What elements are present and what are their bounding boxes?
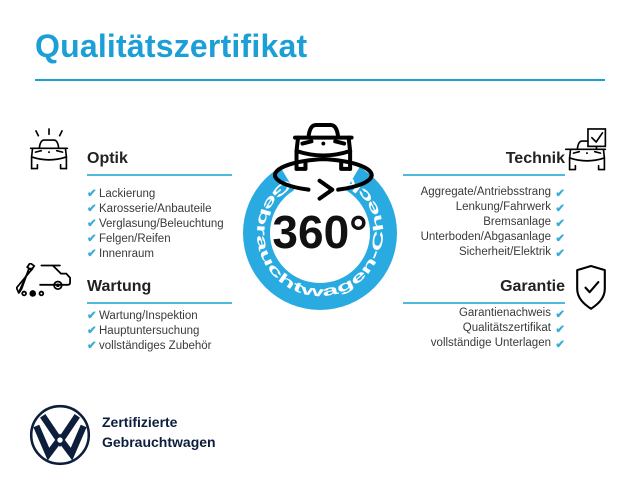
svg-text:360°: 360° xyxy=(272,206,367,258)
